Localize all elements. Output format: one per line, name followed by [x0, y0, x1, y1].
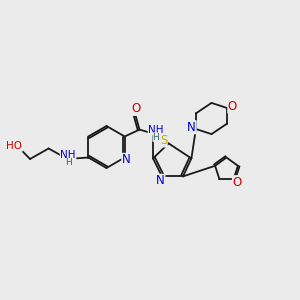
Text: O: O: [232, 176, 242, 189]
Text: N: N: [122, 153, 130, 167]
Text: NH: NH: [148, 124, 164, 135]
Text: N: N: [187, 121, 196, 134]
Text: S: S: [160, 134, 167, 147]
Text: O: O: [228, 100, 237, 113]
Text: N: N: [156, 174, 165, 188]
Text: NH: NH: [60, 150, 76, 161]
Text: H: H: [65, 158, 71, 167]
Text: H: H: [153, 133, 159, 142]
Text: O: O: [132, 102, 141, 116]
Text: HO: HO: [6, 141, 22, 151]
